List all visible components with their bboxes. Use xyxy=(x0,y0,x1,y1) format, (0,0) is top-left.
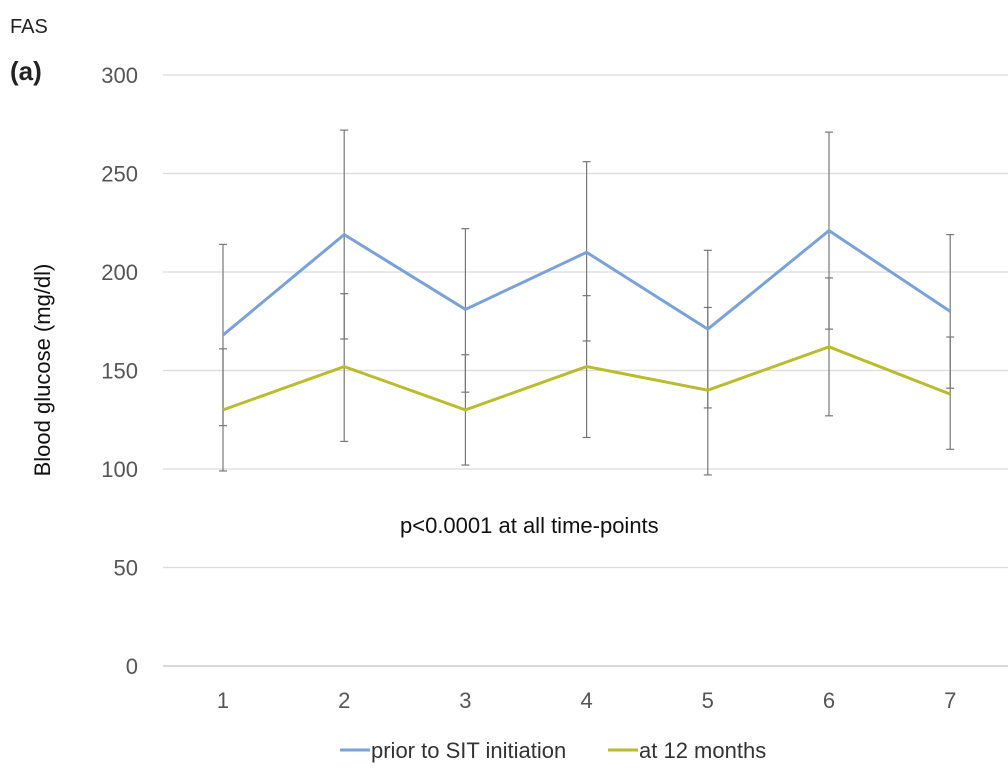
x-tick-label: 4 xyxy=(580,688,592,713)
y-axis-label: Blood glucose (mg/dl) xyxy=(30,264,55,477)
error-bars xyxy=(219,129,955,476)
series-lines xyxy=(222,228,952,412)
y-tick-label: 300 xyxy=(101,63,138,88)
y-tick-label: 0 xyxy=(126,654,138,679)
x-tick-label: 3 xyxy=(459,688,471,713)
gridlines xyxy=(163,74,1008,667)
panel-label: (a) xyxy=(10,56,42,86)
x-axis-ticks: 1 2 3 4 5 6 7 xyxy=(217,688,956,713)
x-tick-label: 2 xyxy=(338,688,350,713)
y-axis-ticks: 0 50 100 150 200 250 300 xyxy=(101,63,138,679)
legend-label: at 12 months xyxy=(639,738,766,763)
y-tick-label: 200 xyxy=(101,260,138,285)
significance-annotation: p<0.0001 at all time-points xyxy=(400,513,659,538)
series-line-2 xyxy=(222,345,951,412)
legend: prior to SIT initiation at 12 months xyxy=(340,738,766,763)
legend-label: prior to SIT initiation xyxy=(371,738,566,763)
y-tick-label: 100 xyxy=(101,457,138,482)
figure-label: FAS xyxy=(10,16,48,38)
x-tick-label: 6 xyxy=(823,688,835,713)
y-tick-label: 50 xyxy=(114,556,138,581)
y-tick-label: 250 xyxy=(101,162,138,187)
x-tick-label: 5 xyxy=(702,688,714,713)
series-line-1 xyxy=(222,228,952,337)
x-tick-label: 1 xyxy=(217,688,229,713)
x-tick-label: 7 xyxy=(944,688,956,713)
y-tick-label: 150 xyxy=(101,359,138,384)
